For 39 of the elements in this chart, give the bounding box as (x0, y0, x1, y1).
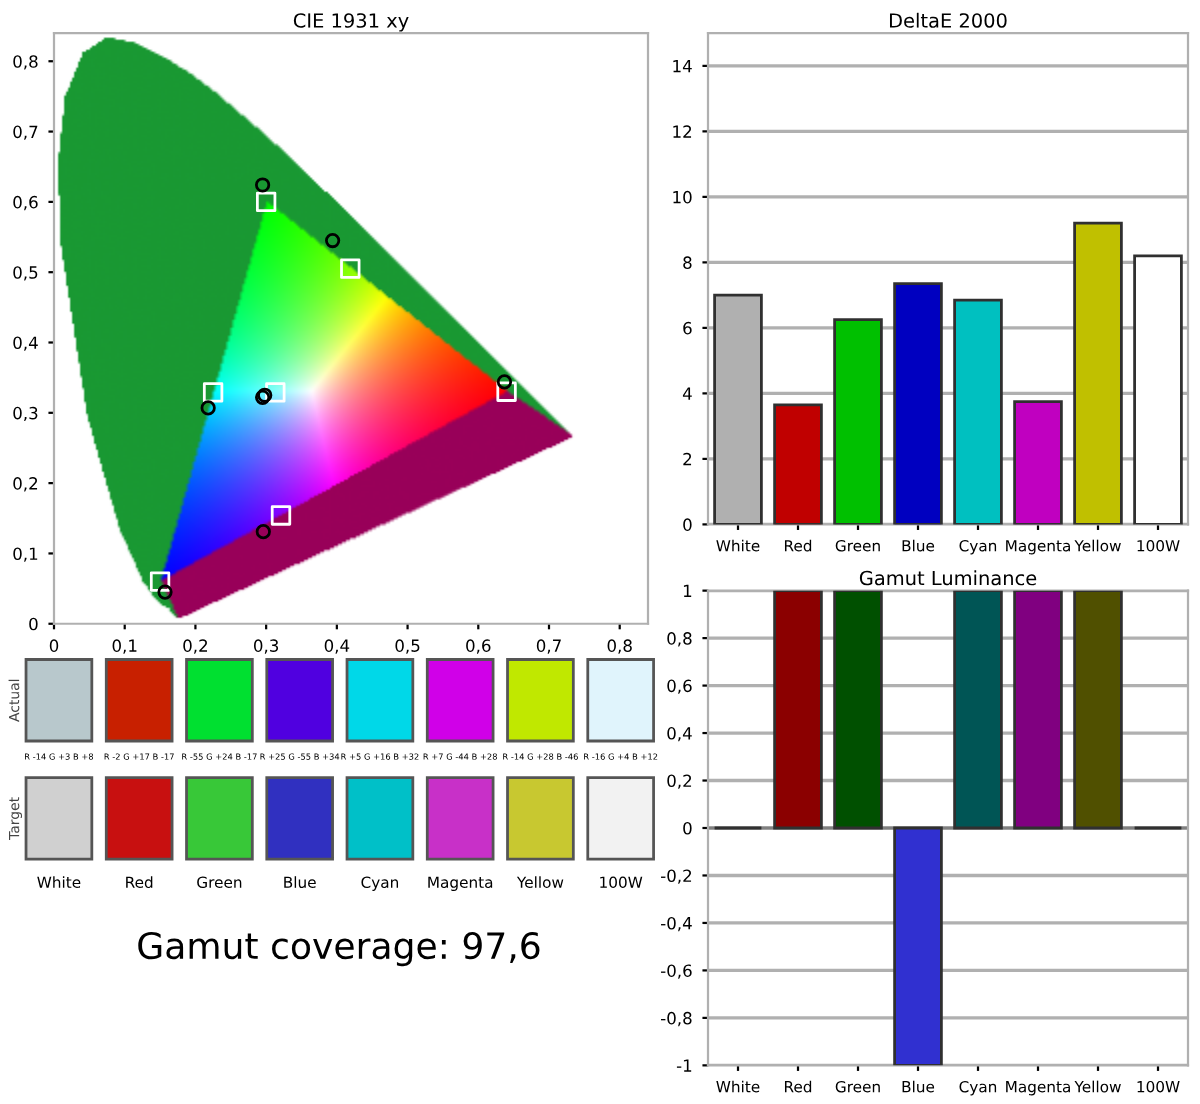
y-tick-label: 0 (29, 617, 38, 631)
y-tick-label: 0,7 (13, 125, 38, 140)
y-tick-label: 12 (673, 125, 692, 138)
y-tick-label: 0,6 (13, 195, 38, 211)
y-tick-label: -0,4 (661, 916, 692, 932)
y-tick-label: 0,4 (13, 336, 38, 351)
x-tick-label: 0,5 (395, 639, 420, 654)
x-tick-label: 0,3 (253, 639, 279, 654)
chart-title: Gamut Luminance (859, 570, 1037, 586)
y-tick-label: 2 (683, 452, 692, 466)
y-tick-label: 4 (682, 387, 692, 400)
y-tick-label: -0,8 (661, 1011, 692, 1027)
y-tick-label: 0,5 (13, 266, 38, 281)
y-tick-label: -0,6 (661, 964, 692, 979)
y-tick-label: 0,8 (13, 55, 38, 70)
y-tick-label: -0,2 (661, 869, 692, 884)
x-tick-label: 0,7 (536, 639, 561, 654)
y-tick-label: -1 (676, 1059, 692, 1072)
x-tick-label: 0,1 (112, 639, 137, 654)
x-tick-label: 0,8 (607, 639, 632, 654)
y-tick-label: 14 (673, 60, 692, 73)
text: Gamut coverage: 97,6 (138, 931, 540, 967)
y-tick-label: 0,2 (667, 774, 692, 789)
y-tick-label: 8 (683, 256, 692, 269)
y-tick-label: 1 (683, 584, 692, 597)
y-tick-label: 0,3 (13, 406, 38, 422)
x-tick-label: 0,6 (466, 639, 491, 654)
y-tick-label: 0,4 (667, 727, 692, 742)
y-tick-label: 0,6 (667, 679, 692, 694)
y-tick-label: 0 (683, 518, 692, 531)
x-tick-label: 0,2 (183, 639, 208, 654)
x-tick-label: 0,4 (324, 639, 350, 654)
x-tick-label: 0 (49, 639, 59, 652)
y-tick-label: 0,2 (13, 477, 38, 492)
y-tick-label: 0 (683, 821, 692, 835)
chart-title: DeltaE 2000 (889, 12, 1007, 28)
y-tick-label: 6 (683, 321, 692, 335)
chart-title: CIE 1931 xy (293, 13, 409, 32)
y-tick-label: 10 (673, 190, 692, 204)
